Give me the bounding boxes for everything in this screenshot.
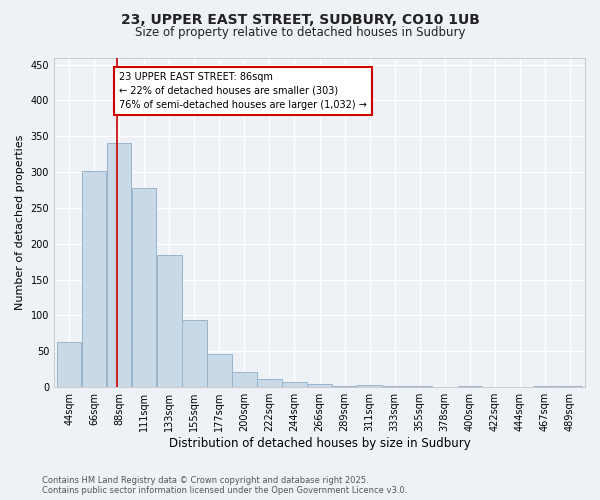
Y-axis label: Number of detached properties: Number of detached properties [15, 134, 25, 310]
Bar [57, 342, 82, 387]
Bar [458, 386, 482, 387]
Bar [157, 254, 182, 387]
Text: 23 UPPER EAST STREET: 86sqm
← 22% of detached houses are smaller (303)
76% of se: 23 UPPER EAST STREET: 86sqm ← 22% of det… [119, 72, 367, 110]
Bar [533, 386, 557, 387]
Bar [382, 386, 407, 387]
Text: Size of property relative to detached houses in Sudbury: Size of property relative to detached ho… [135, 26, 465, 39]
Bar [132, 188, 157, 387]
Bar [232, 372, 257, 387]
Bar [358, 385, 382, 387]
Bar [558, 386, 582, 387]
Bar [407, 386, 432, 387]
Text: 23, UPPER EAST STREET, SUDBURY, CO10 1UB: 23, UPPER EAST STREET, SUDBURY, CO10 1UB [121, 12, 479, 26]
X-axis label: Distribution of detached houses by size in Sudbury: Distribution of detached houses by size … [169, 437, 470, 450]
Bar [332, 386, 357, 387]
Bar [257, 379, 282, 387]
Bar [182, 320, 206, 387]
Bar [107, 144, 131, 387]
Text: Contains HM Land Registry data © Crown copyright and database right 2025.
Contai: Contains HM Land Registry data © Crown c… [42, 476, 407, 495]
Bar [307, 384, 332, 387]
Bar [207, 354, 232, 387]
Bar [82, 170, 106, 387]
Bar [282, 382, 307, 387]
